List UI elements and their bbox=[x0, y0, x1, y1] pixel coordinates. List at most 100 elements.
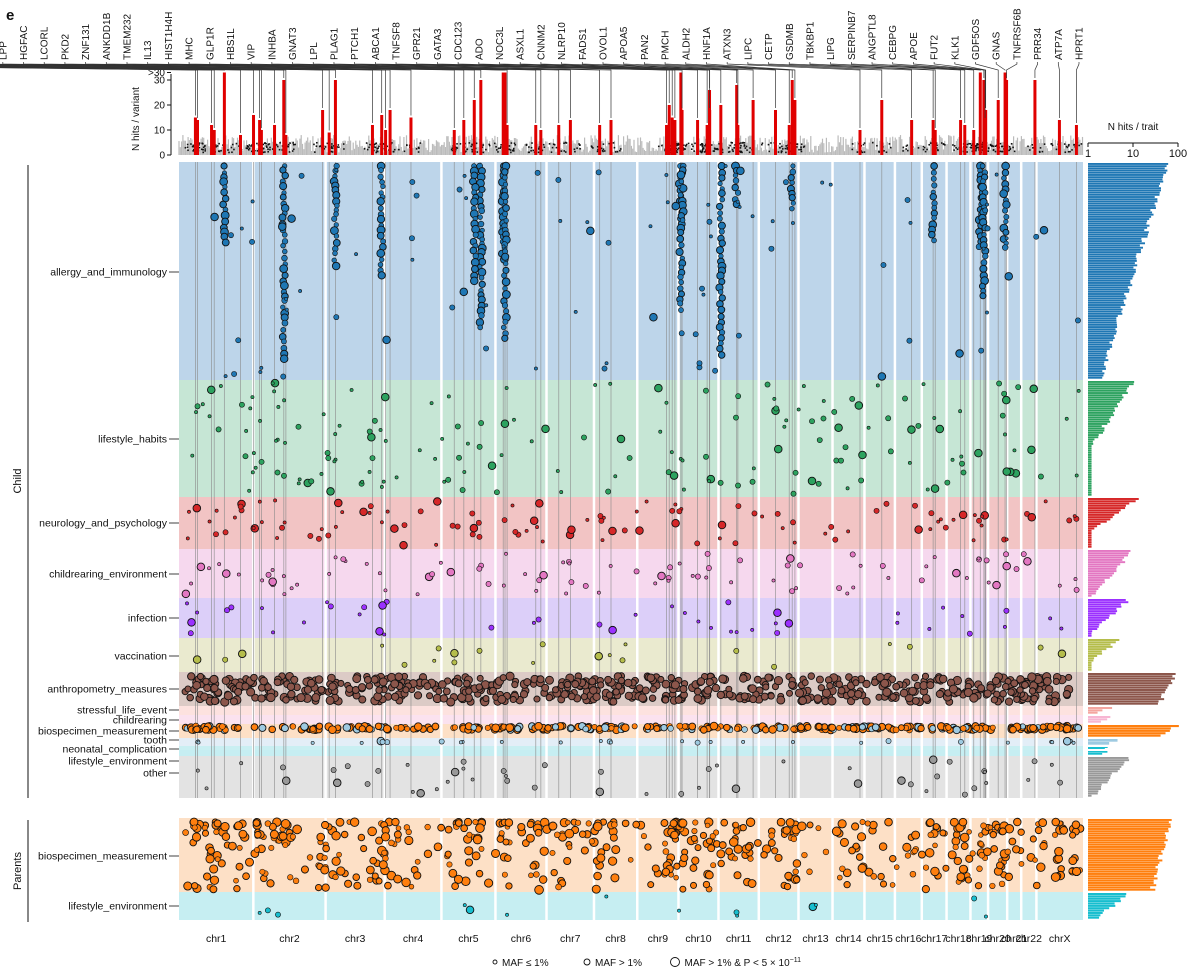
point-childrearing_environment bbox=[270, 568, 275, 572]
point-lifestyle_habits bbox=[907, 460, 912, 465]
point-allergy_and_immunology bbox=[231, 371, 237, 377]
panel-label: e bbox=[6, 7, 14, 24]
gene-leader-IL13 bbox=[147, 62, 482, 78]
trait-bar-parents-biospecimen_measurement bbox=[1088, 852, 1163, 855]
gene-label-ADO: ADO bbox=[474, 38, 485, 60]
point-childrearing_environment bbox=[729, 580, 734, 585]
point-neurology_and_psychology bbox=[928, 527, 933, 532]
hits-per-variant-axis-label: N hits / variant bbox=[131, 87, 142, 151]
trait-bar-allergy_and_immunology bbox=[1088, 213, 1154, 216]
point-parents-biospecimen_measurement bbox=[732, 855, 738, 862]
point-lifestyle_habits bbox=[251, 451, 256, 455]
point-infection bbox=[1048, 616, 1053, 621]
point-anthropometry_measures bbox=[696, 677, 706, 686]
trait-bar-lifestyle_habits bbox=[1088, 473, 1092, 476]
point-parents-biospecimen_measurement bbox=[321, 883, 330, 892]
point-parents-biospecimen_measurement bbox=[767, 839, 776, 847]
point-parents-biospecimen_measurement bbox=[380, 832, 391, 842]
point-childrearing_environment bbox=[924, 564, 929, 569]
point-parents-biospecimen_measurement bbox=[776, 817, 786, 827]
hit-point bbox=[235, 142, 238, 145]
trait-bar-allergy_and_immunology bbox=[1088, 319, 1117, 322]
gene-label-HGFAC: HGFAC bbox=[19, 26, 30, 60]
hit-point bbox=[415, 148, 418, 150]
gene-label-KLK1: KLK1 bbox=[950, 35, 961, 60]
point-parents-biospecimen_measurement bbox=[472, 819, 479, 826]
point-allergy_and_immunology bbox=[501, 290, 511, 299]
point-allergy_and_immunology bbox=[279, 354, 289, 363]
point-anthropometry_measures bbox=[748, 684, 757, 694]
point-allergy_and_immunology bbox=[931, 182, 938, 189]
point-parents-biospecimen_measurement bbox=[716, 849, 726, 859]
point-allergy_and_immunology bbox=[677, 273, 684, 281]
gene-label-PKD2: PKD2 bbox=[60, 33, 71, 60]
point-vaccination bbox=[623, 642, 628, 647]
hit-point bbox=[740, 142, 742, 144]
hit-point bbox=[970, 146, 973, 149]
trait-bar-tooth bbox=[1088, 748, 1105, 749]
point-biospecimen_measurement bbox=[258, 723, 267, 732]
legend-marker-medium bbox=[583, 958, 591, 966]
trait-bar-allergy_and_immunology bbox=[1088, 332, 1117, 335]
point-parents-biospecimen_measurement bbox=[911, 830, 921, 840]
point-biospecimen_measurement bbox=[404, 725, 411, 732]
trait-bar-lifestyle_habits bbox=[1088, 387, 1128, 390]
hit-point bbox=[675, 143, 678, 145]
point-neurology_and_psychology bbox=[1072, 514, 1077, 519]
gene-label-HBS1L: HBS1L bbox=[226, 28, 237, 60]
trait-bar-childrearing_environment bbox=[1088, 581, 1105, 584]
point-parents-biospecimen_measurement bbox=[209, 864, 219, 874]
point-parents-biospecimen_measurement bbox=[958, 817, 968, 827]
point-anthropometry_measures bbox=[307, 679, 316, 688]
point-childrearing_environment bbox=[485, 581, 492, 587]
point-neurology_and_psychology bbox=[257, 499, 262, 504]
point-parents-biospecimen_measurement bbox=[233, 821, 243, 831]
trait-bar-anthropometry_measures bbox=[1088, 686, 1168, 689]
point-parents-biospecimen_measurement bbox=[699, 831, 708, 840]
hit-point bbox=[800, 150, 803, 153]
gene-label-ABCA1: ABCA1 bbox=[371, 27, 382, 60]
point-neonatal_complication bbox=[1071, 740, 1076, 745]
gene-label-GLP1R: GLP1R bbox=[205, 27, 216, 60]
point-allergy_and_immunology bbox=[716, 246, 725, 255]
point-childrearing_environment bbox=[222, 569, 231, 578]
point-childrearing_environment bbox=[849, 551, 856, 558]
point-allergy_and_immunology bbox=[678, 279, 684, 286]
point-childrearing_environment bbox=[879, 563, 886, 569]
point-infection bbox=[729, 629, 733, 634]
hit-point bbox=[511, 149, 514, 152]
hit-point bbox=[191, 145, 194, 148]
hit-point bbox=[731, 148, 734, 151]
gene-leader-HGFAC bbox=[23, 62, 386, 128]
point-parents-biospecimen_measurement bbox=[395, 825, 402, 831]
point-parents-biospecimen_measurement bbox=[391, 817, 400, 827]
hit-point bbox=[1050, 143, 1053, 145]
point-parents-biospecimen_measurement bbox=[782, 826, 791, 835]
hit-point bbox=[734, 144, 736, 146]
trait-bar-neurology_and_psychology bbox=[1088, 502, 1130, 505]
point-childrearing_environment bbox=[568, 579, 575, 586]
point-allergy_and_immunology bbox=[281, 338, 287, 345]
point-neurology_and_psychology bbox=[222, 529, 229, 536]
point-childrearing_environment bbox=[983, 557, 990, 564]
hit-point bbox=[186, 143, 189, 146]
point-allergy_and_immunology bbox=[717, 334, 725, 342]
point-parents-biospecimen_measurement bbox=[366, 876, 374, 883]
hit-point bbox=[991, 144, 993, 147]
trait-bar-anthropometry_measures bbox=[1088, 677, 1175, 680]
hit-point bbox=[1012, 146, 1014, 149]
point-parents-biospecimen_measurement bbox=[588, 838, 595, 845]
hit-point bbox=[1080, 143, 1083, 145]
point-childrearing_environment bbox=[429, 571, 436, 578]
gene-label-ANKDD1B: ANKDD1B bbox=[102, 12, 113, 60]
point-other bbox=[982, 770, 987, 774]
hit-point bbox=[802, 146, 805, 148]
point-allergy_and_immunology bbox=[259, 366, 264, 370]
point-anthropometry_measures bbox=[325, 695, 335, 705]
point-parents-biospecimen_measurement bbox=[1069, 831, 1077, 839]
hit-point bbox=[953, 149, 955, 151]
point-allergy_and_immunology bbox=[906, 337, 913, 344]
point-biospecimen_measurement bbox=[643, 723, 652, 731]
point-allergy_and_immunology bbox=[502, 198, 509, 205]
gene-label-GNAS: GNAS bbox=[992, 31, 1003, 60]
